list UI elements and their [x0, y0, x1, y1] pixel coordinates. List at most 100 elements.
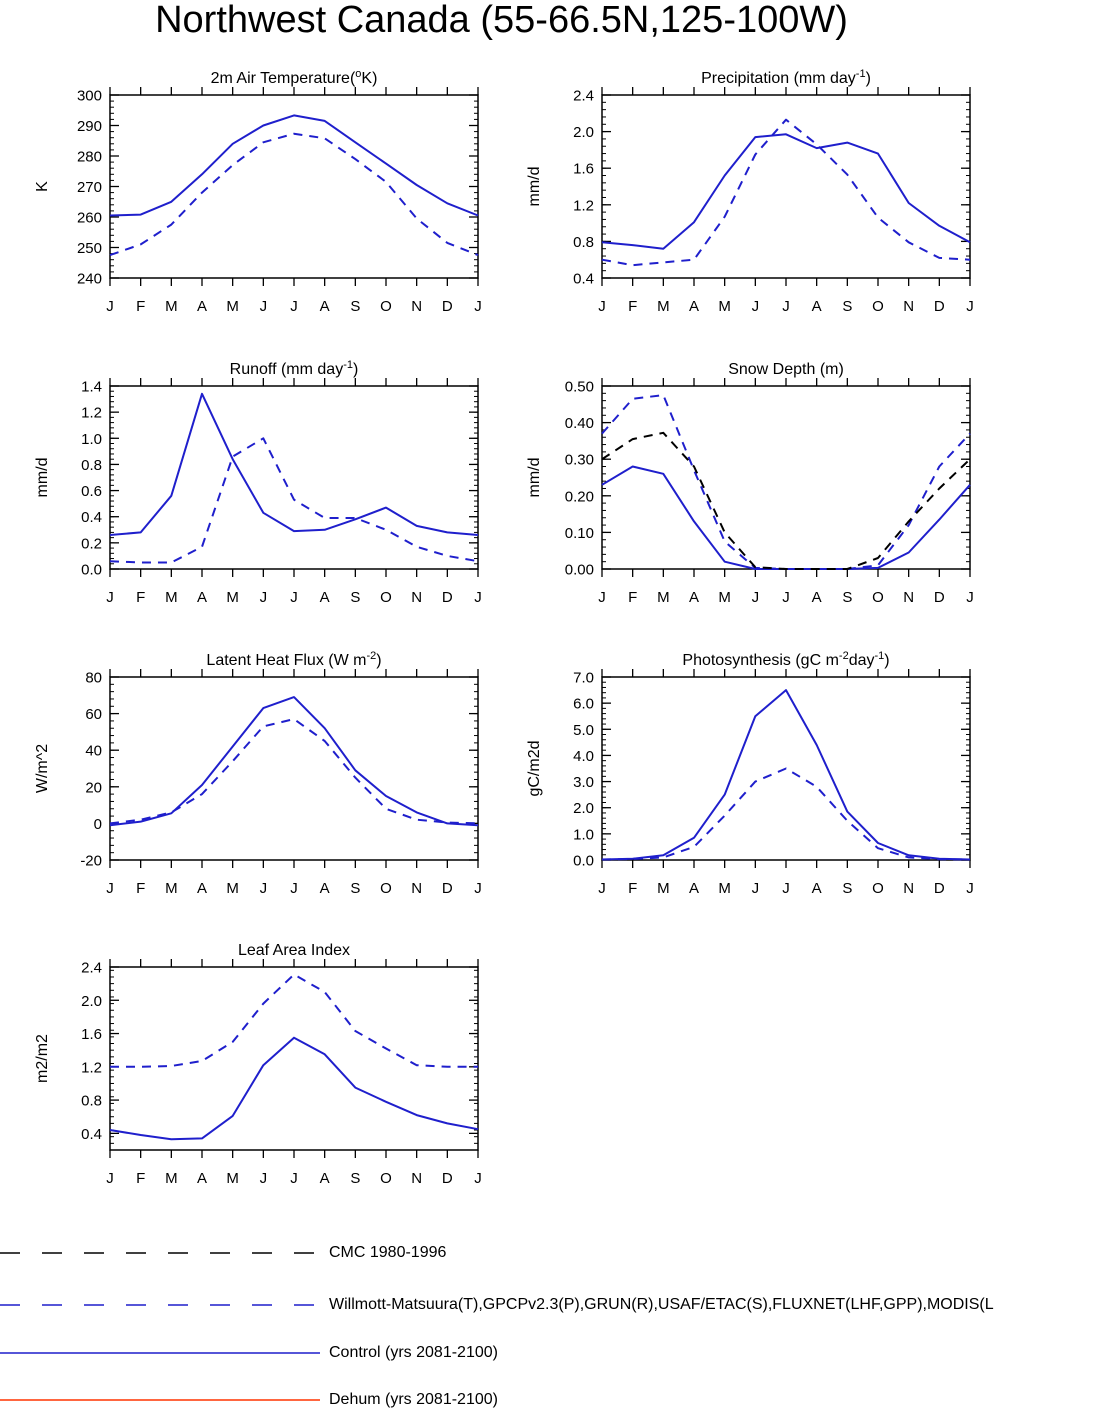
- series-line-control: [601, 133, 971, 250]
- y-tick-label: 0.50: [565, 379, 594, 396]
- x-tick-label: J: [260, 1170, 268, 1187]
- x-tick-label: A: [197, 1170, 207, 1187]
- panel-title: 2m Air Temperature(oK): [211, 68, 378, 87]
- x-tick-label: J: [782, 589, 790, 606]
- x-tick-label: M: [718, 880, 731, 897]
- figure-panels: 2m Air Temperature(oK) K 240 250 260 270 280 29…: [34, 68, 974, 1187]
- x-tick-label: A: [689, 298, 699, 315]
- y-axis-label: mm/d: [34, 458, 51, 498]
- y-tick-label: 0.4: [81, 1126, 102, 1143]
- y-tick-label: 2.0: [573, 800, 594, 817]
- y-tick-label: 0.30: [565, 452, 594, 469]
- series-line-control: [109, 696, 479, 827]
- series-line-observations: [601, 767, 971, 861]
- x-tick-label: A: [197, 589, 207, 606]
- x-tick-label: J: [966, 589, 974, 606]
- x-tick-label: D: [934, 880, 945, 897]
- x-tick-label: M: [226, 880, 239, 897]
- panel-latent-heat-flux: Latent Heat Flux (W m-2) W/m^2 -20 0 20 40 60 8…: [34, 650, 482, 897]
- y-tick-label: 20: [85, 779, 102, 796]
- legend-label-dehum: Dehum (yrs 2081-2100): [329, 1391, 498, 1408]
- x-tick-label: O: [380, 1170, 392, 1187]
- y-tick-label: 4.0: [573, 748, 594, 765]
- x-tick-label: J: [966, 298, 974, 315]
- panel-air-temperature: 2m Air Temperature(oK) K 240 250 260 270 280 29…: [34, 68, 482, 315]
- x-tick-label: J: [752, 298, 760, 315]
- y-tick-label: 2.4: [573, 88, 594, 105]
- panel-title: Runoff (mm day-1): [230, 359, 359, 378]
- y-tick-label: 7.0: [573, 670, 594, 687]
- plot-frame: [109, 966, 479, 1151]
- series-line-control: [109, 1036, 479, 1141]
- x-tick-label: A: [320, 1170, 330, 1187]
- legend-swatch-observations: [0, 1304, 320, 1306]
- x-tick-label: J: [782, 880, 790, 897]
- x-tick-label: F: [136, 298, 145, 315]
- x-tick-label: A: [320, 880, 330, 897]
- x-tick-label: M: [226, 298, 239, 315]
- panel-snow-depth: Snow Depth (m) mm/d 0.00 0.10 0.20 0.30 0.40 0.…: [526, 361, 974, 606]
- y-tick-label: 0.2: [81, 535, 102, 552]
- x-tick-label: J: [260, 880, 268, 897]
- y-tick-label: 0.10: [565, 525, 594, 542]
- x-tick-label: A: [689, 589, 699, 606]
- x-tick-label: F: [136, 880, 145, 897]
- x-tick-label: J: [106, 298, 114, 315]
- series-line-control: [109, 392, 479, 536]
- series-line-cmc: [601, 431, 971, 570]
- y-axis-label: W/m^2: [34, 744, 51, 793]
- x-tick-label: J: [474, 589, 482, 606]
- y-tick-label: 0.8: [573, 234, 594, 251]
- panel-title: Precipitation (mm day-1): [701, 68, 871, 87]
- x-tick-label: D: [442, 298, 453, 315]
- x-tick-label: M: [165, 298, 178, 315]
- legend-label-control: Control (yrs 2081-2100): [329, 1344, 498, 1361]
- y-tick-label: 0.0: [573, 853, 594, 870]
- x-tick-label: J: [106, 880, 114, 897]
- x-tick-label: J: [752, 589, 760, 606]
- x-tick-label: J: [474, 298, 482, 315]
- x-tick-label: M: [718, 589, 731, 606]
- y-tick-label: -20: [80, 853, 102, 870]
- x-tick-label: D: [934, 298, 945, 315]
- x-tick-label: S: [350, 880, 360, 897]
- y-tick-label: 0: [94, 816, 102, 833]
- legend-swatch-control: [0, 1352, 320, 1354]
- x-tick-label: J: [290, 880, 298, 897]
- panel-title: Snow Depth (m): [728, 361, 844, 378]
- y-tick-label: 0.4: [573, 271, 594, 288]
- x-tick-label: M: [657, 880, 670, 897]
- y-tick-label: 260: [77, 210, 102, 227]
- series-line-observations: [109, 718, 479, 825]
- x-tick-label: S: [842, 589, 852, 606]
- x-tick-label: M: [718, 298, 731, 315]
- x-tick-label: J: [474, 1170, 482, 1187]
- x-tick-label: M: [165, 589, 178, 606]
- x-tick-label: A: [197, 298, 207, 315]
- legend-entry-dehum: Dehum (yrs 2081-2100): [0, 1390, 1117, 1410]
- y-tick-label: 3.0: [573, 774, 594, 791]
- y-tick-label: 0.4: [81, 509, 102, 526]
- y-tick-label: 1.0: [573, 826, 594, 843]
- y-axis-label: m2/m2: [34, 1034, 51, 1083]
- series-line-observations: [110, 973, 478, 1068]
- panel-precipitation: Precipitation (mm day-1) mm/d 0.4 0.8 1.2 1.6…: [526, 68, 974, 315]
- x-tick-label: N: [903, 298, 914, 315]
- x-tick-label: J: [260, 589, 268, 606]
- y-tick-label: 1.2: [81, 1059, 102, 1076]
- panel-photosynthesis: Photosynthesis (gC m-2day-1) gC/m2d 0.0 1.0…: [526, 650, 974, 897]
- y-tick-label: 300: [77, 88, 102, 105]
- y-tick-label: 1.4: [81, 379, 102, 396]
- y-tick-label: 1.6: [573, 161, 594, 178]
- y-tick-label: 0.40: [565, 415, 594, 432]
- y-tick-label: 2.4: [81, 960, 102, 977]
- plot-frame: [109, 385, 479, 570]
- x-tick-label: F: [628, 589, 637, 606]
- x-tick-label: J: [106, 589, 114, 606]
- x-tick-label: A: [812, 298, 822, 315]
- x-tick-label: J: [752, 880, 760, 897]
- x-tick-label: N: [411, 880, 422, 897]
- x-tick-label: M: [165, 1170, 178, 1187]
- plot-frame: [601, 385, 971, 570]
- x-tick-label: J: [260, 298, 268, 315]
